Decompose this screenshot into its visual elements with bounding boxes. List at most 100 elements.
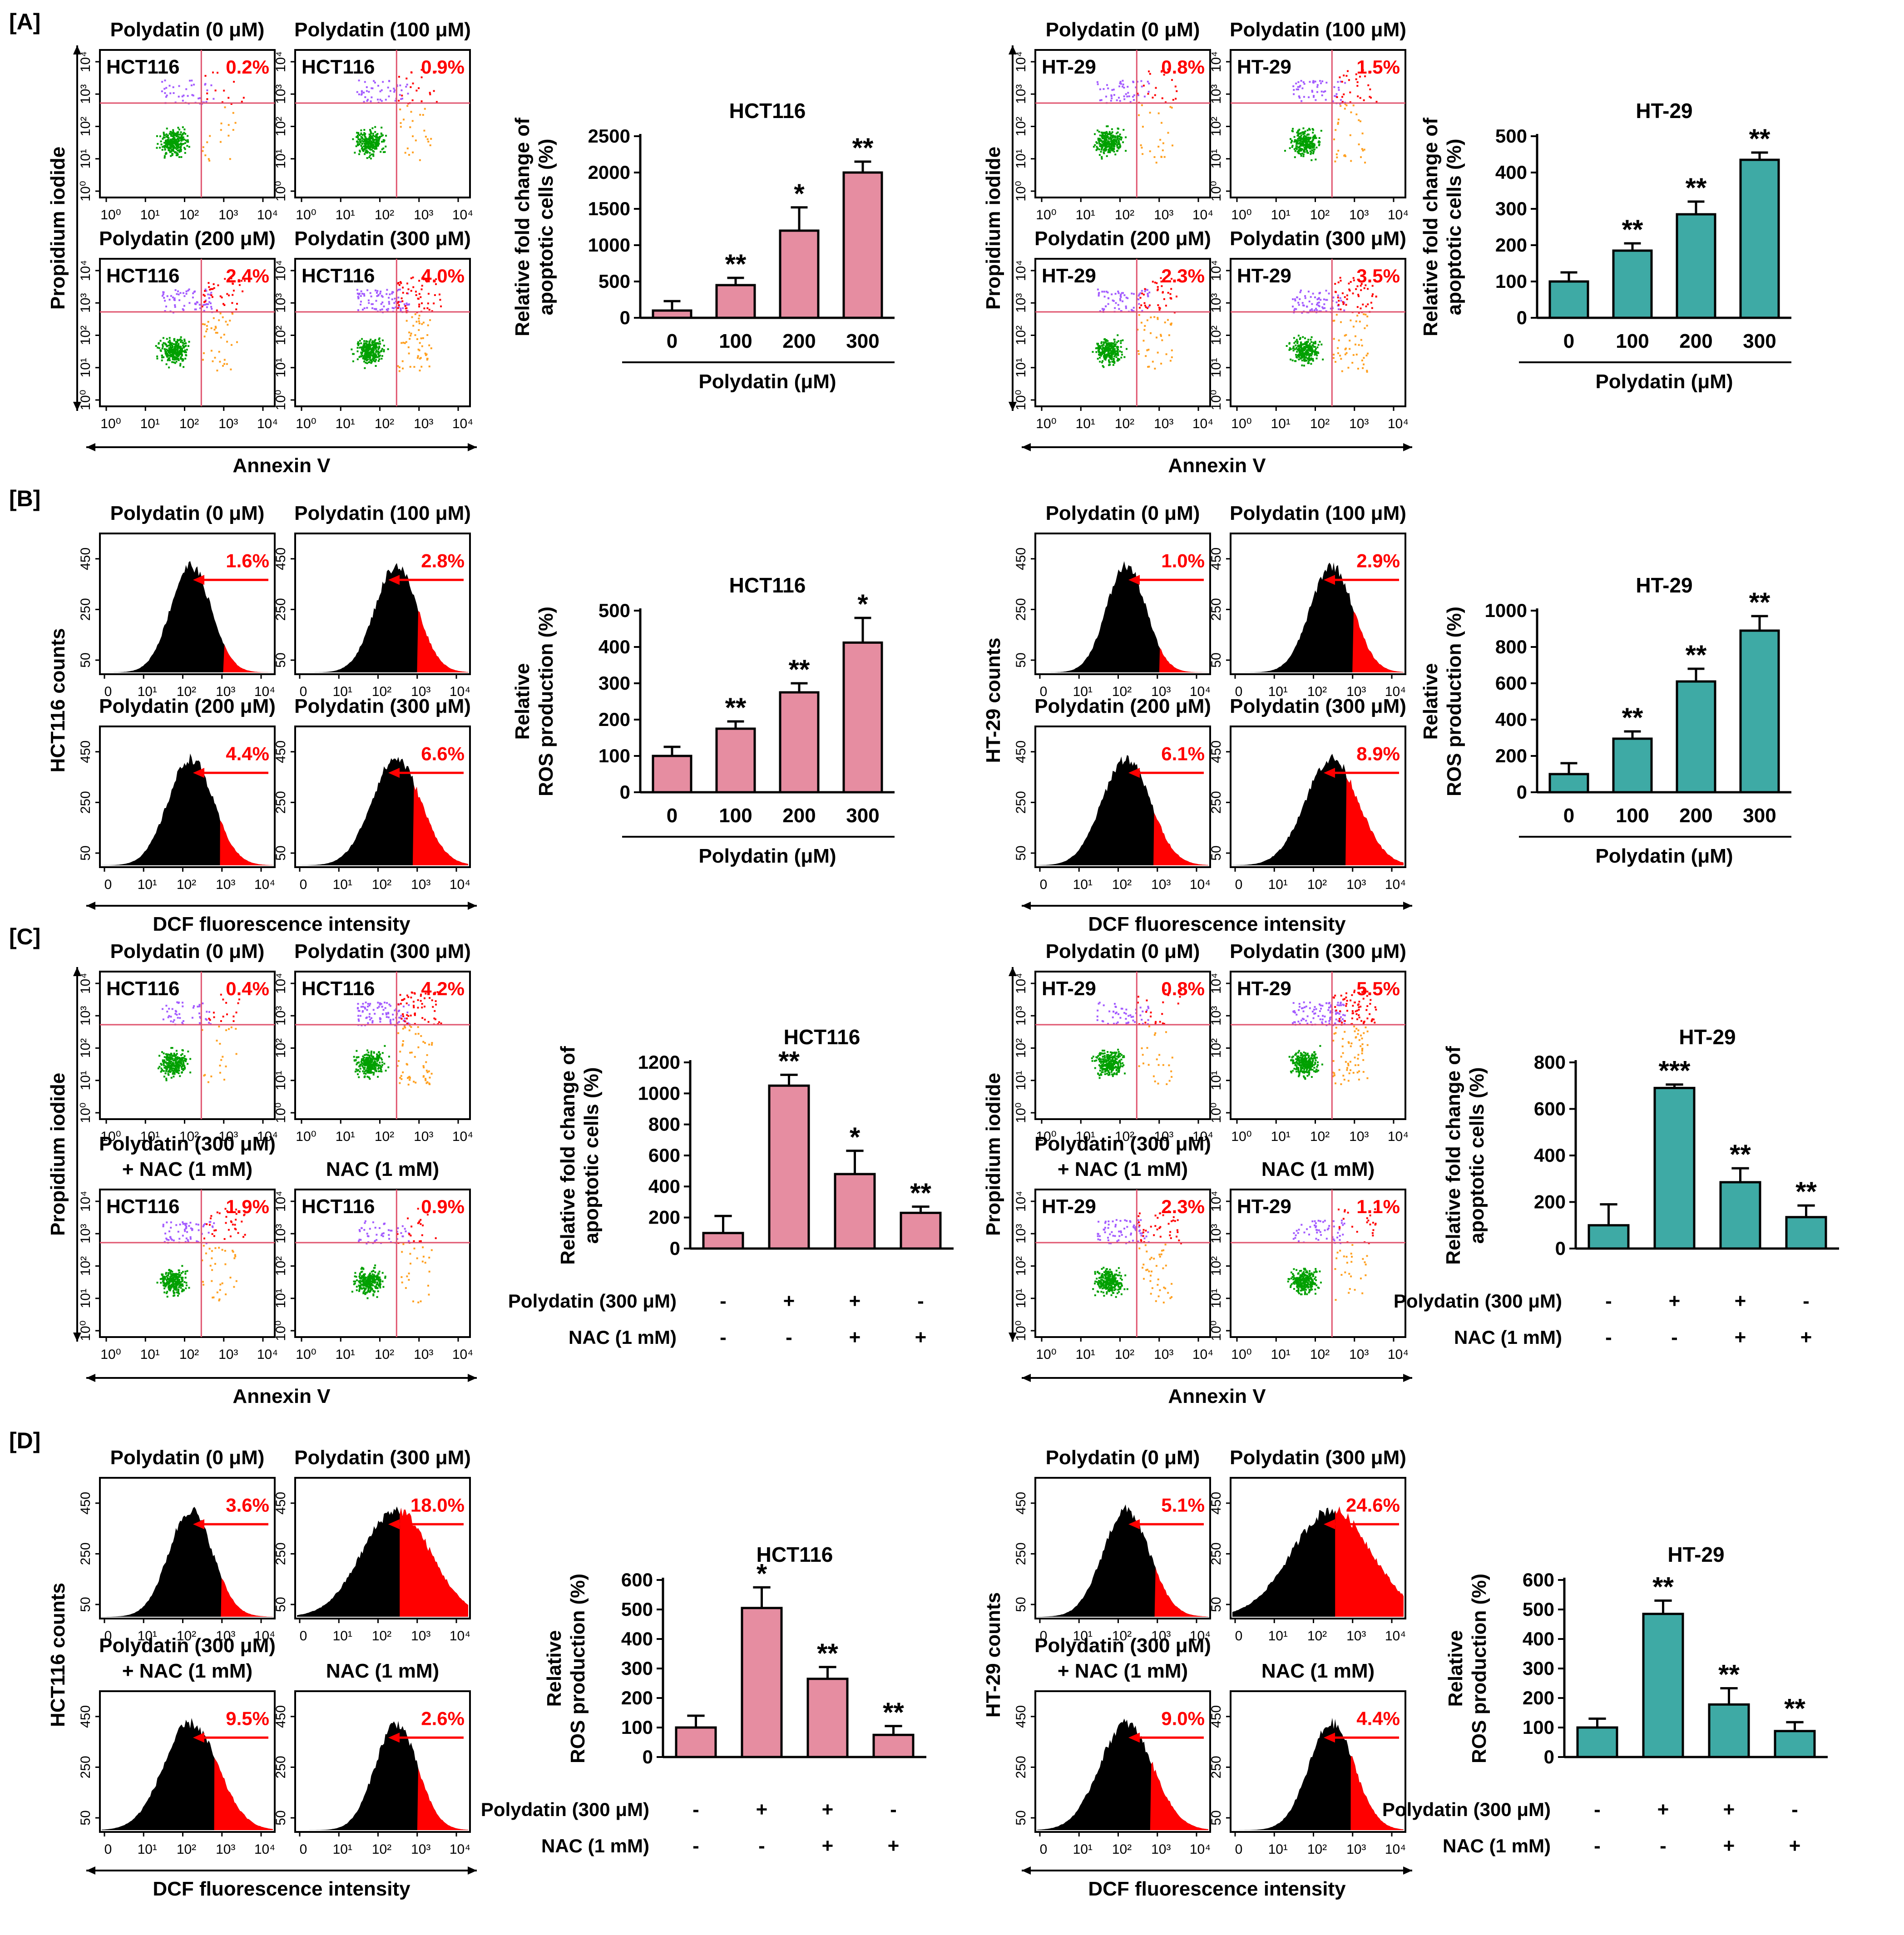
flow-dot — [161, 360, 163, 361]
flow-dot — [378, 360, 380, 362]
flow-dot — [1308, 96, 1310, 98]
flow-dot — [171, 351, 173, 353]
flow-dot — [182, 1006, 183, 1007]
flow-dot — [1305, 360, 1306, 361]
flow-dot — [1140, 297, 1142, 299]
plot-title: Polydatin (100 μM) — [294, 502, 471, 524]
flow-dot — [205, 331, 207, 332]
plot-title: Polydatin (100 μM) — [1230, 19, 1406, 41]
x-axis-arrow — [1022, 443, 1412, 451]
flow-dot — [433, 90, 435, 92]
y-axis-label: apoptotic cells (%) — [535, 139, 557, 316]
flow-dot — [357, 350, 359, 352]
flow-dot — [1103, 291, 1105, 292]
flow-dot — [1345, 354, 1346, 355]
flow-dot — [1143, 340, 1145, 341]
flow-dot — [1117, 334, 1118, 336]
flow-dot — [398, 76, 400, 78]
flow-dot — [1309, 349, 1311, 350]
flow-dot — [386, 1012, 387, 1014]
flow-dot — [175, 1224, 177, 1226]
flow-dot — [381, 100, 383, 102]
flow-dot — [376, 135, 378, 137]
flow-dot — [421, 323, 423, 325]
flow-dot — [1097, 358, 1099, 360]
flow-dot — [1123, 87, 1125, 89]
flow-dot — [165, 351, 167, 353]
flow-dot — [170, 1068, 172, 1070]
flow-dot — [188, 345, 189, 347]
flow-dot — [192, 292, 194, 294]
flow-dot — [1309, 81, 1311, 83]
flow-dot — [1312, 132, 1314, 133]
flow-dot — [1365, 306, 1367, 307]
flow-dot — [376, 1065, 378, 1067]
flow-dot — [362, 1066, 364, 1068]
flow-dot — [378, 1058, 380, 1060]
flow-dot — [204, 295, 206, 297]
flow-dot — [212, 72, 214, 74]
flow-dot — [216, 310, 218, 311]
flow-dot — [1321, 94, 1323, 96]
flow-dot — [427, 1071, 429, 1073]
flow-dot — [358, 1010, 360, 1012]
flow-dot — [1113, 148, 1115, 149]
flow-dot — [415, 1082, 416, 1084]
flow-dot — [415, 291, 417, 292]
flow-dot — [373, 341, 375, 343]
flow-dot — [428, 1082, 430, 1084]
flow-dot — [372, 1063, 374, 1065]
flow-dot — [423, 322, 425, 324]
flow-dot — [390, 1021, 391, 1022]
y-tick-label: 450 — [273, 548, 288, 570]
flow-dot — [1295, 360, 1296, 362]
y-tick-label: 450 — [1014, 740, 1029, 763]
flow-dot — [211, 1258, 213, 1259]
flow-dot — [1148, 70, 1150, 72]
flow-dot — [1332, 296, 1334, 298]
flow-dot — [435, 1000, 437, 1002]
flow-dot — [1158, 113, 1160, 114]
flow-dot — [233, 290, 235, 291]
flow-dot — [226, 341, 228, 343]
flow-dot — [412, 99, 414, 101]
flow-dot — [1348, 283, 1350, 285]
flow-dot — [233, 1286, 235, 1288]
significance-marker: ** — [852, 133, 874, 163]
flow-dot — [1159, 307, 1161, 309]
flow-dot — [202, 323, 204, 325]
flow-dot — [377, 1059, 379, 1061]
flow-dot — [173, 1292, 175, 1294]
flow-dot — [368, 143, 370, 144]
flow-dot — [173, 92, 175, 94]
flow-dot — [366, 357, 367, 359]
flow-dot — [1290, 359, 1291, 360]
arrow-head — [1403, 443, 1412, 451]
flow-dot — [187, 1270, 188, 1272]
flow-dot — [1303, 81, 1305, 83]
flow-dot — [1101, 341, 1103, 343]
flow-dot — [402, 1071, 404, 1073]
flow-dot — [375, 1057, 376, 1059]
flow-dot — [165, 87, 167, 89]
flow-dot — [1301, 353, 1303, 355]
flow-dot — [366, 1009, 368, 1011]
flow-dot — [419, 293, 420, 295]
flow-dot — [1310, 363, 1312, 365]
y-tick-label: 600 — [1495, 672, 1527, 694]
flow-dot — [404, 303, 406, 305]
flow-dot — [1309, 343, 1311, 345]
flow-dot — [1171, 79, 1173, 81]
flow-dot — [1292, 130, 1294, 132]
flow-dot — [1349, 340, 1350, 341]
y-tick-label: 10¹ — [273, 358, 288, 377]
flow-dot — [172, 1062, 174, 1064]
x-tick-label: 10¹ — [1073, 877, 1093, 892]
y-tick-label: 300 — [1495, 198, 1527, 219]
flow-dot — [173, 359, 175, 360]
flow-dot — [379, 1021, 381, 1022]
flow-dot — [181, 136, 183, 138]
